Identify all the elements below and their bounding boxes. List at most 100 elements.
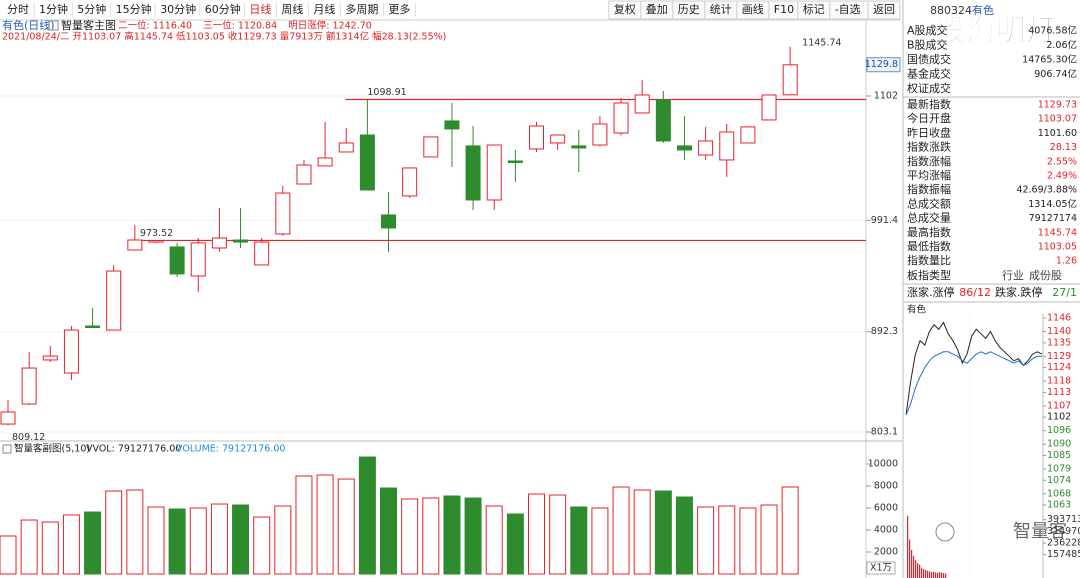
period-button[interactable]: 5分钟 — [77, 2, 106, 16]
period-button[interactable]: 15分钟 — [116, 2, 152, 16]
intraday-volume — [933, 571, 935, 578]
period-button[interactable]: 多周期 — [345, 2, 378, 16]
volume-bar — [20, 519, 38, 575]
indicator-icon — [48, 20, 59, 31]
volume-bar — [549, 494, 567, 575]
intraday-volume — [923, 569, 925, 578]
period-button[interactable]: 更多 — [388, 2, 410, 16]
candle-body — [507, 160, 523, 163]
volume-bar — [62, 514, 80, 575]
intraday-volume — [941, 572, 943, 578]
candle-body — [21, 367, 37, 405]
candle-body — [423, 136, 439, 158]
volume-bar — [528, 493, 545, 575]
stat-value: 1129.73 — [1038, 100, 1077, 111]
intraday-volume — [917, 563, 919, 578]
watermark: 股海明灯 — [936, 14, 1056, 49]
period-button[interactable]: 日线 — [249, 2, 271, 16]
intraday-volume — [937, 572, 939, 578]
y-tick-label: 1107 — [1047, 400, 1071, 411]
level-label: 三一位: 1120.84 — [203, 20, 277, 32]
stat-label: 最低指数 — [907, 239, 951, 253]
candle-body — [486, 144, 502, 201]
candle-body — [550, 134, 566, 144]
y-tick-label: 236228 — [1047, 537, 1080, 548]
tool-label[interactable]: 复权 — [614, 2, 636, 16]
stat-value: 2.55% — [1047, 156, 1077, 167]
chart-title: 有色(日线) — [2, 18, 55, 32]
period-button[interactable]: 60分钟 — [205, 2, 241, 16]
candle-body — [127, 239, 143, 251]
stat-label: 今日开盘 — [907, 111, 951, 125]
y-tick-label: 1135 — [1047, 337, 1071, 348]
price-annotation: 973.52 — [140, 228, 173, 239]
y-tick-label: 10000 — [868, 459, 898, 470]
stat-label: 指数涨跌 — [907, 140, 951, 154]
candle-body — [592, 123, 608, 146]
stat-value: 成份股 — [1029, 269, 1062, 282]
stat-label: A股成交 — [907, 23, 948, 37]
y-tick-label: 892.3 — [871, 326, 898, 337]
volume-legend: VVOL: 79127176.00 — [86, 444, 181, 455]
stat-label: 平均涨幅 — [907, 169, 951, 182]
y-tick-label: 1074 — [1047, 475, 1071, 486]
tool-label[interactable]: 返回 — [873, 3, 895, 16]
candle-body — [296, 164, 312, 185]
period-button[interactable]: 1分钟 — [39, 2, 68, 16]
stat-value: 1314.05亿 — [1028, 198, 1077, 210]
tool-label[interactable]: 叠加 — [646, 3, 668, 16]
period-button[interactable]: 月线 — [313, 2, 335, 16]
brand-icon — [935, 522, 955, 542]
intraday-volume — [945, 573, 947, 578]
volume-icon — [2, 444, 12, 454]
volume-bar — [0, 535, 17, 575]
candle-body — [0, 411, 16, 425]
volume-bar — [210, 503, 228, 575]
intraday-line — [905, 321, 1043, 415]
stat-value: 2.49% — [1047, 171, 1077, 182]
panel-code: 880324 — [930, 4, 972, 17]
stat-value: 1145.74 — [1038, 227, 1077, 238]
intraday-volume — [935, 572, 937, 578]
panel-name: 有色 — [972, 3, 994, 17]
tool-label[interactable]: -自选 — [835, 3, 861, 16]
stat-value: 79127174 — [1029, 213, 1077, 224]
period-button[interactable]: 周线 — [281, 2, 303, 16]
tool-label[interactable]: 统计 — [710, 3, 732, 16]
volume-bar — [380, 487, 398, 575]
stat-value: 4076.58亿 — [1028, 25, 1077, 37]
tool-label[interactable]: 历史 — [678, 3, 700, 16]
stat-label: 昨日收盘 — [907, 125, 951, 139]
tool-label[interactable]: 画线 — [742, 2, 764, 16]
volume-title: 智量客副图(5,10) — [14, 443, 90, 455]
candle-body — [740, 126, 756, 144]
volume-bar — [274, 505, 292, 575]
candle-body — [169, 246, 185, 275]
volume-bar — [316, 474, 334, 575]
period-button[interactable]: 分时 — [7, 3, 29, 16]
y-tick-label: 4000 — [874, 525, 898, 536]
volume-bar — [654, 490, 672, 575]
stat-label: 总成交额 — [907, 196, 951, 210]
y-tick-label: 157485 — [1047, 549, 1080, 560]
y-tick-label: 1085 — [1047, 450, 1071, 461]
y-tick-label: 1118 — [1047, 376, 1071, 387]
tool-label[interactable]: 标记 — [803, 2, 825, 16]
stat-value: 行业 — [1002, 269, 1024, 282]
stat-value: 906.74亿 — [1034, 68, 1077, 80]
tool-button[interactable] — [608, 0, 642, 20]
stat-label: 权证成交 — [907, 81, 951, 95]
intraday-title: 有色 — [907, 304, 927, 316]
intraday-volume — [927, 570, 929, 578]
intraday-line — [905, 351, 1042, 416]
stat-value: 1101.60 — [1038, 128, 1077, 139]
intraday-volume — [915, 560, 917, 578]
intraday-volume — [929, 571, 931, 578]
candle-body — [190, 242, 206, 277]
period-button[interactable]: 30分钟 — [160, 2, 196, 16]
stat-label: 总成交量 — [907, 211, 951, 225]
y-tick-label: 991.4 — [871, 215, 898, 226]
candle-body — [402, 167, 418, 197]
candle-body — [634, 94, 650, 114]
tool-label[interactable]: F10 — [774, 3, 794, 16]
